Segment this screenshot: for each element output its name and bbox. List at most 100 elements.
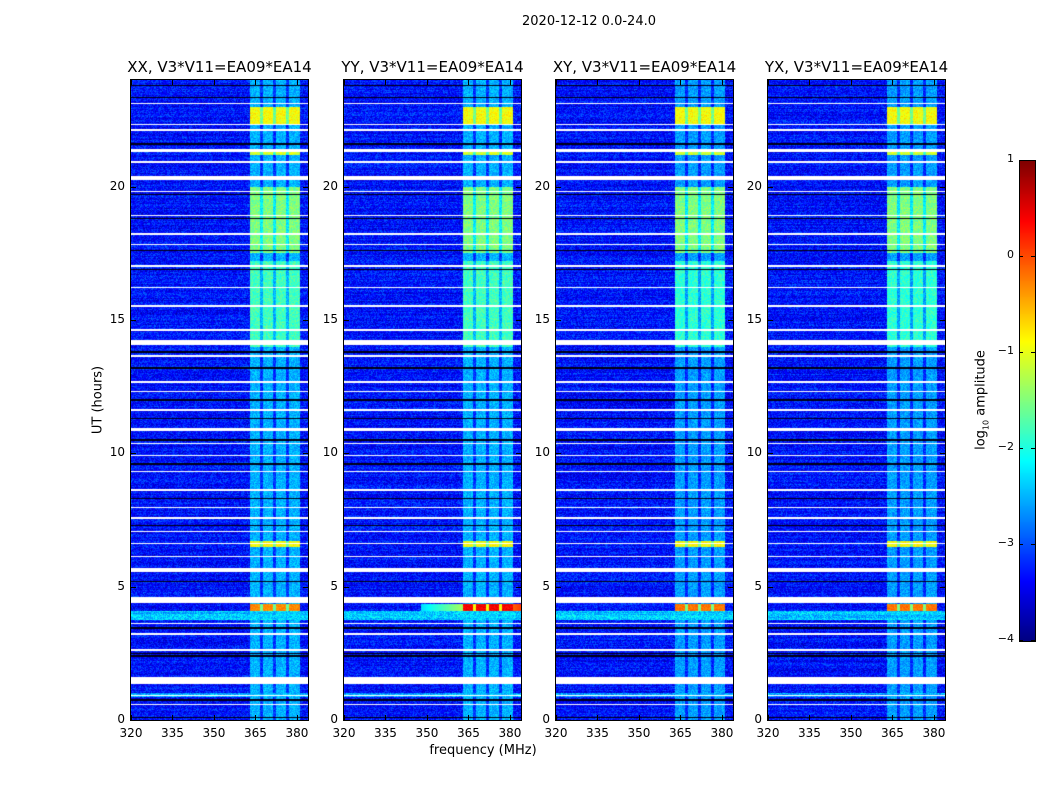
x-tick-label: 320 (756, 726, 780, 740)
x-tick-label: 350 (202, 726, 226, 740)
x-tick (933, 715, 935, 720)
y-tick (516, 186, 521, 188)
x-tick (809, 80, 811, 85)
x-tick-label: 335 (374, 726, 397, 740)
colorbar-tick (1019, 160, 1023, 161)
y-tick-label: 20 (322, 178, 338, 193)
y-tick (768, 320, 773, 321)
spectrogram-image (344, 80, 521, 720)
y-tick-label: 10 (746, 445, 762, 460)
y-tick (303, 186, 308, 188)
x-tick-label: 365 (669, 726, 692, 740)
colorbar-tick (1019, 352, 1023, 353)
y-tick (516, 453, 521, 455)
colorbar-tick (1019, 544, 1023, 545)
y-tick-label: 10 (534, 445, 550, 460)
spectrogram-image (131, 80, 308, 720)
colorbar-label: log10 amplitude (974, 350, 991, 450)
y-tick (556, 720, 561, 721)
figure-title: 2020-12-12 0.0-24.0 (522, 14, 656, 29)
x-tick-label: 335 (161, 726, 184, 740)
x-tick (426, 715, 428, 720)
x-tick (344, 80, 345, 85)
spectrogram-image (768, 80, 945, 720)
y-tick (131, 720, 136, 721)
y-tick (940, 586, 945, 588)
y-tick (344, 186, 349, 188)
y-tick (303, 453, 308, 455)
x-tick (213, 80, 215, 85)
colorbar-tick-label: 0 (1007, 248, 1014, 261)
y-tick (344, 320, 349, 321)
x-tick-label: 380 (498, 726, 522, 740)
y-tick-label: 20 (534, 178, 550, 193)
y-tick (131, 453, 136, 455)
panel-title: YX, V3*V11=EA09*EA14 (764, 58, 949, 76)
y-tick-label: 10 (322, 445, 338, 460)
x-tick (172, 80, 174, 85)
spectrogram-panel (343, 79, 522, 721)
x-tick-label: 350 (415, 726, 439, 740)
colorbar-label-sub: 10 (981, 419, 991, 431)
colorbar-tick (1031, 256, 1035, 257)
x-axis-label: frequency (MHz) (429, 743, 537, 758)
panel-title: YY, V3*V11=EA09*EA14 (341, 58, 524, 76)
x-tick (426, 80, 428, 85)
y-tick-label: 5 (117, 578, 125, 593)
y-tick (516, 720, 521, 721)
y-tick (303, 720, 308, 721)
y-tick (131, 186, 136, 188)
x-tick-label: 320 (119, 726, 143, 740)
x-tick (850, 715, 852, 720)
x-tick (680, 80, 682, 85)
y-tick-label: 0 (542, 712, 550, 726)
x-tick-label: 380 (922, 726, 946, 740)
y-tick (556, 320, 561, 321)
colorbar-tick (1019, 256, 1023, 257)
spectrogram-panel (767, 79, 946, 721)
x-tick (768, 715, 769, 720)
colorbar-tick-label: −2 (997, 440, 1014, 453)
y-tick (131, 320, 136, 321)
x-tick (638, 715, 640, 720)
y-tick-label: 15 (534, 312, 550, 326)
y-tick (556, 453, 561, 455)
y-tick (940, 720, 945, 721)
y-tick (768, 586, 773, 588)
y-tick (940, 320, 945, 321)
y-tick (303, 320, 308, 321)
x-tick (385, 80, 387, 85)
y-tick (940, 186, 945, 188)
y-tick (728, 586, 733, 588)
x-tick-label: 380 (285, 726, 309, 740)
x-tick (468, 80, 470, 85)
y-tick (344, 586, 349, 588)
x-tick (809, 715, 811, 720)
y-tick (768, 720, 773, 721)
colorbar-label-end: amplitude (973, 350, 989, 420)
y-tick-label: 20 (109, 178, 125, 193)
x-tick (850, 80, 852, 85)
y-tick (344, 720, 349, 721)
x-tick (638, 80, 640, 85)
x-tick (509, 715, 511, 720)
y-tick (516, 586, 521, 588)
y-tick (728, 453, 733, 455)
x-tick-label: 320 (544, 726, 568, 740)
x-tick (131, 80, 132, 85)
y-tick-label: 5 (754, 578, 762, 593)
y-tick (131, 586, 136, 588)
x-tick (556, 80, 557, 85)
x-tick-label: 350 (839, 726, 863, 740)
spectrogram-panel (555, 79, 734, 721)
y-tick (728, 720, 733, 721)
x-tick (556, 715, 557, 720)
y-tick-label: 5 (330, 578, 338, 593)
panel-title: XX, V3*V11=EA09*EA14 (127, 58, 312, 76)
y-tick-label: 20 (746, 178, 762, 193)
y-tick (516, 320, 521, 321)
colorbar-tick-label: −1 (997, 344, 1014, 357)
x-tick-label: 335 (798, 726, 821, 740)
colorbar (1019, 160, 1036, 642)
y-tick (768, 453, 773, 455)
